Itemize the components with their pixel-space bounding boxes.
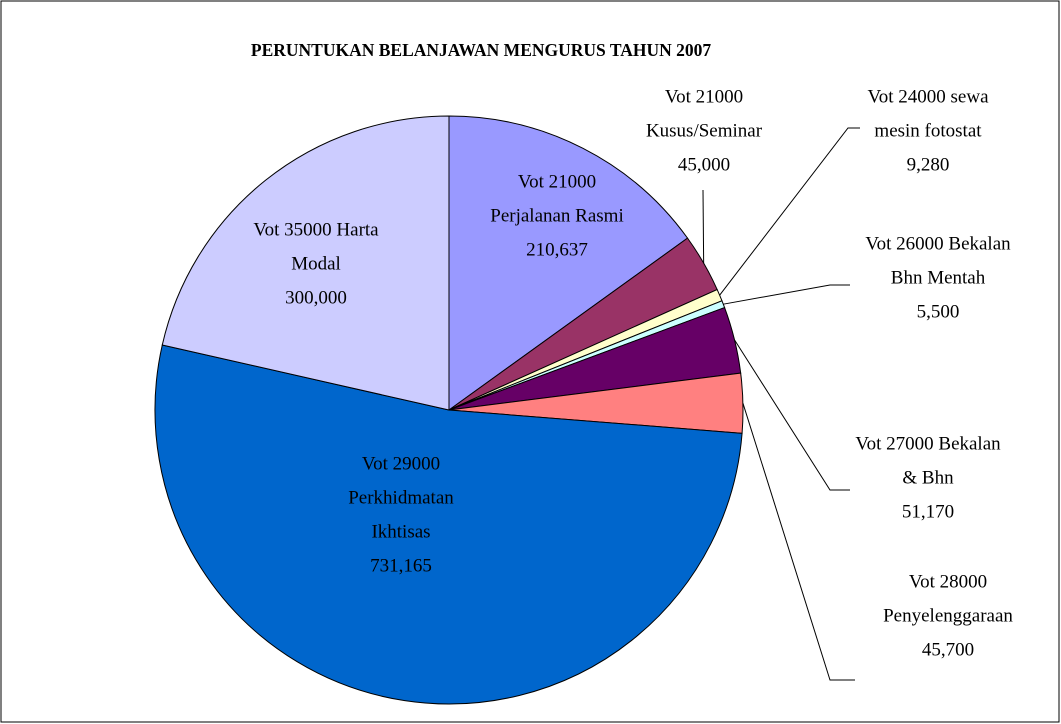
leader-line [742,403,855,681]
slice-label: Vot 27000 Bekalan & Bhn [855,433,1001,488]
slice-label: Vot 35000 Harta Modal [253,219,379,274]
slice-label: Vot 21000 Kusus/Seminar [646,86,763,141]
slice-label: Vot 26000 Bekalan Bhn Mentah [865,233,1011,288]
leader-line [702,189,705,264]
value-label: 731,165 [370,555,432,576]
pie-slice [154,344,743,705]
slice-label: Vot 21000 Perjalanan Rasmi [490,171,624,226]
value-label: 45,700 [922,639,974,660]
value-label: 5,500 [917,301,960,322]
slice-label: Vot 29000 Perkhidmatan Ikhtisas [348,453,454,542]
chart-title: PERUNTUKAN BELANJAWAN MENGURUS TAHUN 200… [251,40,711,60]
value-label: 210,637 [526,239,588,260]
value-label: 300,000 [285,287,347,308]
leader-line [734,339,850,491]
slice-label: Vot 28000 Penyelenggaraan [883,571,1013,626]
slice-label: Vot 24000 sewa mesin fotostat [867,86,989,141]
pie-slice [448,115,689,411]
value-label: 51,170 [902,501,954,522]
leader-line [723,284,850,305]
value-label: 45,000 [678,154,730,175]
value-label: 9,280 [907,154,950,175]
leader-line [719,127,860,296]
pie-slice [161,115,450,411]
